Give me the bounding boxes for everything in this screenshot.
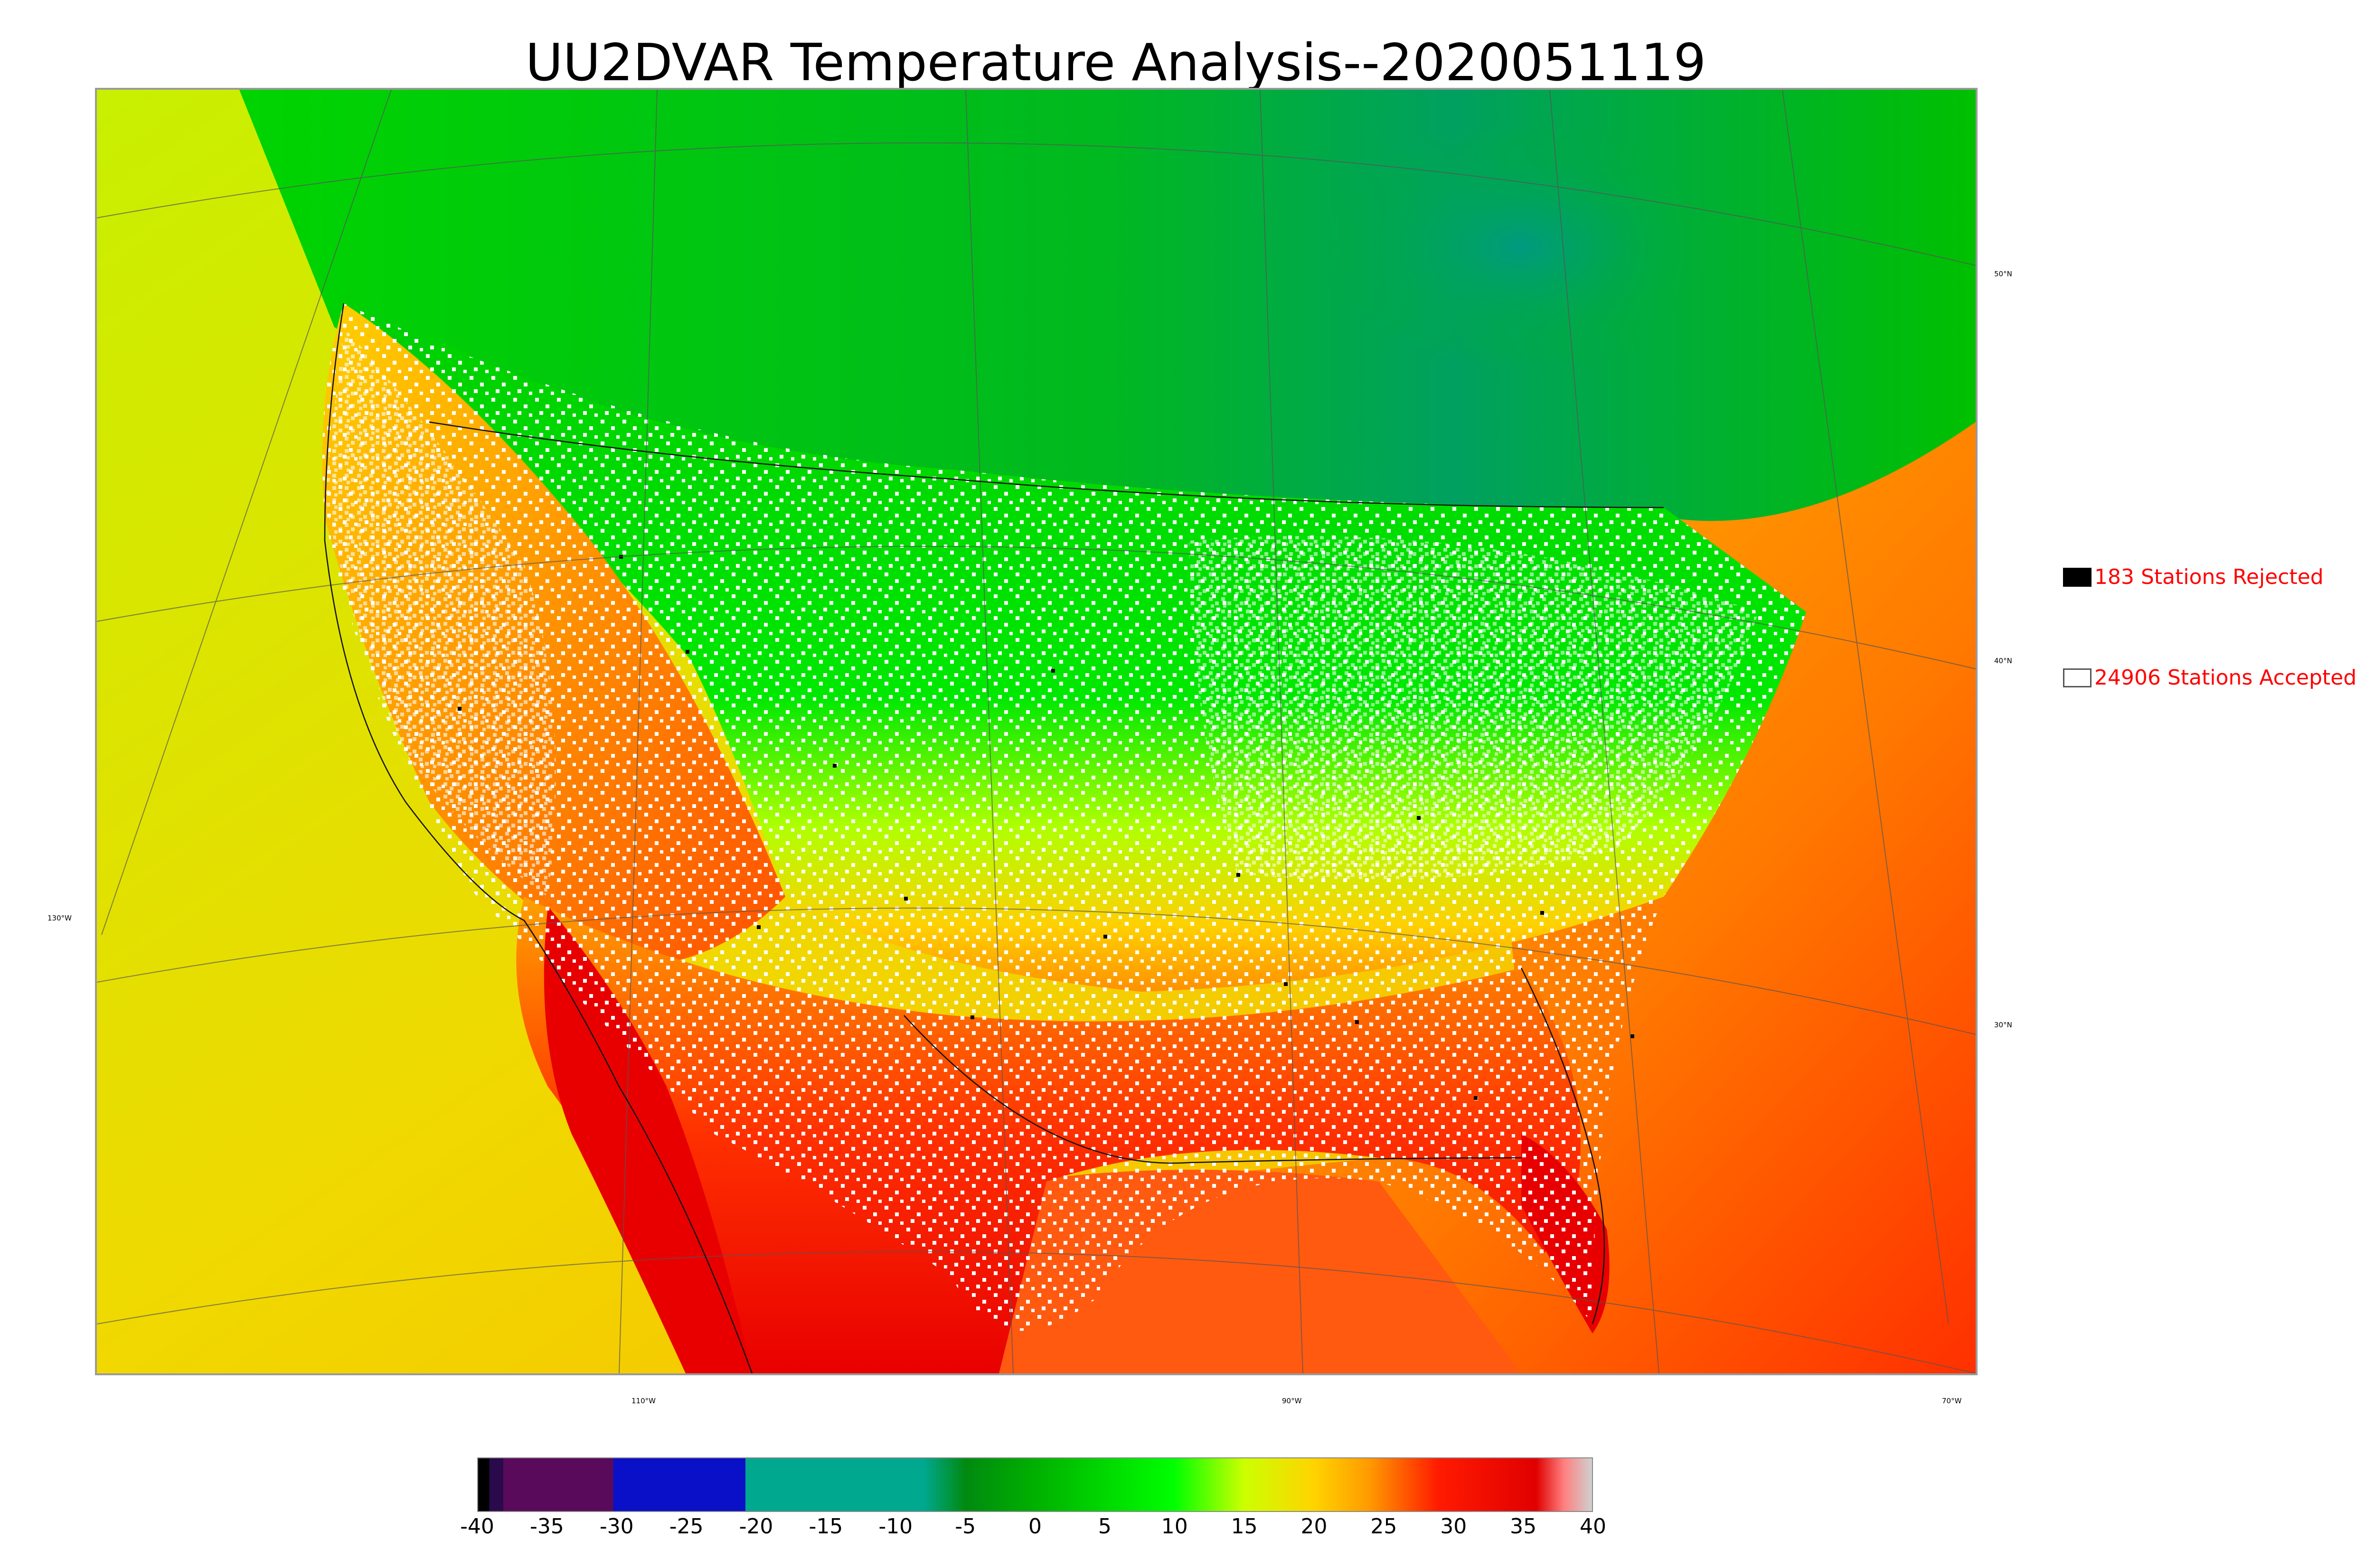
lon-label-130w: 130°W — [47, 914, 72, 922]
map-title: UU2DVAR Temperature Analysis--2020051119 — [525, 33, 1706, 93]
accepted-stations-dense-east — [1189, 536, 1759, 881]
colorbar-tick: -25 — [669, 1514, 704, 1539]
colorbar-tick: -30 — [599, 1514, 634, 1539]
legend-accepted: 24906 Stations Accepted — [2063, 666, 2356, 690]
hudson-bay-region — [1322, 123, 1721, 370]
colorbar-tick: 20 — [1300, 1514, 1328, 1539]
colorbar-tick: -15 — [809, 1514, 843, 1539]
colorbar-tick: -35 — [529, 1514, 564, 1539]
boundaries — [324, 303, 1664, 1373]
colorbar-tick: 10 — [1161, 1514, 1188, 1539]
temperature-colorbar — [477, 1457, 1593, 1512]
rejected-stations — [458, 555, 1634, 1100]
colorbar-tick: -10 — [878, 1514, 913, 1539]
colorbar-tick: 40 — [1580, 1514, 1606, 1539]
lat-label-30n: 30°N — [1994, 1021, 2012, 1029]
lon-label-110w: 110°W — [631, 1397, 656, 1405]
colorbar-tick: 5 — [1098, 1514, 1112, 1539]
map-canvas — [97, 90, 1976, 1373]
accepted-swatch — [2063, 668, 2091, 687]
colorbar-tick: 0 — [1028, 1514, 1042, 1539]
accepted-label: 24906 Stations Accepted — [2094, 666, 2357, 690]
temperature-map — [95, 88, 1978, 1375]
colorbar-tick: 30 — [1440, 1514, 1467, 1539]
accepted-stations-dense-west — [325, 327, 556, 897]
colorbar-tick: -20 — [739, 1514, 773, 1539]
lat-label-40n: 40°N — [1994, 657, 2012, 665]
rejected-label: 183 Stations Rejected — [2094, 565, 2324, 589]
graticule — [97, 90, 1976, 1373]
colorbar-tick: -40 — [460, 1514, 494, 1539]
lon-label-90w: 90°W — [1282, 1397, 1302, 1405]
lat-label-50n: 50°N — [1994, 270, 2012, 278]
colorbar-tick: -5 — [955, 1514, 976, 1539]
rejected-swatch — [2063, 567, 2091, 587]
colorbar-tick: 35 — [1510, 1514, 1537, 1539]
lon-label-70w: 70°W — [1942, 1397, 1962, 1405]
colorbar-tick: 15 — [1231, 1514, 1258, 1539]
legend-rejected: 183 Stations Rejected — [2063, 565, 2324, 589]
colorbar-tick: 25 — [1370, 1514, 1397, 1539]
